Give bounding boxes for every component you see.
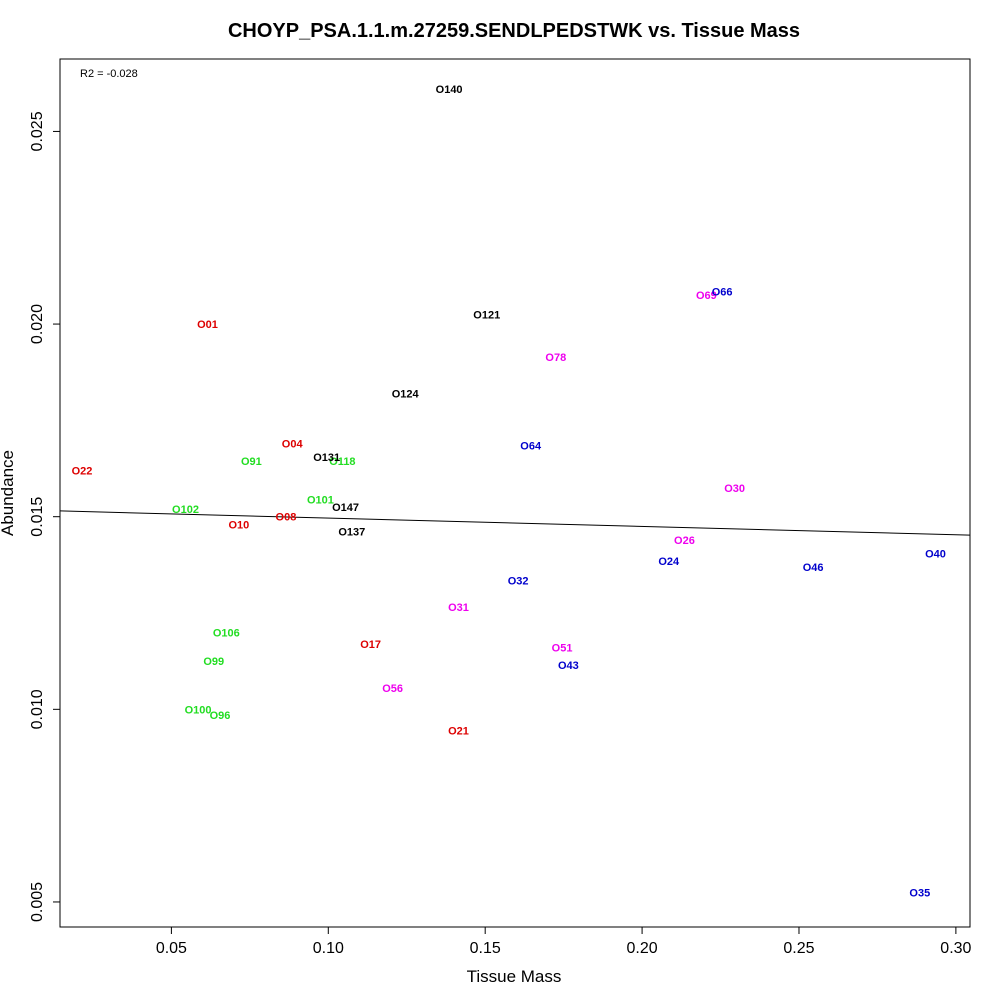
x-tick-label: 0.30 [940, 940, 971, 957]
point-label: O124 [392, 388, 420, 400]
y-tick-label: 0.025 [29, 111, 46, 151]
point-label: O121 [473, 309, 500, 321]
point-label: O56 [382, 683, 403, 695]
point-label: O10 [228, 519, 249, 531]
regression-line [59, 510, 971, 536]
point-label: O51 [552, 643, 573, 655]
point-label: O118 [329, 456, 355, 468]
point-label: O140 [436, 84, 463, 96]
point-label: O30 [724, 483, 745, 495]
point-label: O69 [696, 290, 717, 302]
point-label: O04 [282, 438, 304, 450]
point-label: O64 [520, 440, 542, 452]
point-label: O100 [185, 704, 212, 716]
point-label: O131 [313, 452, 340, 464]
x-tick-label: 0.25 [783, 940, 814, 957]
point-label: O66 [712, 286, 733, 298]
point-label: O01 [197, 319, 218, 331]
point-label: O31 [448, 602, 469, 614]
point-label: O08 [276, 512, 297, 524]
point-label: O24 [658, 556, 680, 568]
point-label: O102 [172, 504, 199, 516]
point-label: O106 [213, 627, 240, 639]
point-label: O26 [674, 535, 695, 547]
y-tick-label: 0.020 [29, 304, 46, 344]
x-tick-label: 0.05 [156, 940, 187, 957]
y-axis-label: Abundance [0, 450, 17, 536]
point-label: O147 [332, 502, 359, 514]
point-label: O32 [508, 575, 529, 587]
point-label: O99 [203, 656, 224, 668]
point-label: O40 [925, 548, 946, 560]
point-label: O35 [909, 887, 930, 899]
point-label: O17 [360, 639, 381, 651]
y-tick-label: 0.015 [29, 497, 46, 537]
point-label: O101 [307, 494, 334, 506]
point-label: O21 [448, 726, 469, 738]
r2-annotation: R2 = -0.028 [80, 68, 138, 80]
point-label: O137 [338, 526, 365, 538]
x-axis-label: Tissue Mass [467, 967, 562, 986]
point-label: O43 [558, 660, 579, 672]
x-tick-label: 0.15 [470, 940, 501, 957]
y-tick-label: 0.005 [29, 882, 46, 922]
x-tick-label: 0.20 [627, 940, 658, 957]
x-tick-label: 0.10 [313, 940, 344, 957]
y-tick-label: 0.010 [29, 689, 46, 729]
point-label: O78 [545, 352, 566, 364]
plot-frame [59, 58, 971, 928]
y-axis: 0.005 0.010 0.015 0.020 0.025 [29, 111, 60, 922]
point-label: O96 [210, 710, 231, 722]
data-points: O01 O22 O04 O10 O08 O17 O21 O91 O118 O102 O101 O106… [72, 84, 946, 899]
point-label: O46 [803, 562, 824, 574]
point-label: O91 [241, 456, 262, 468]
point-label: O22 [72, 465, 93, 477]
chart-title: CHOYP_PSA.1.1.m.27259.SENDLPEDSTWK vs. T… [228, 20, 800, 42]
x-axis: 0.05 0.10 0.15 0.20 0.25 0.30 [156, 927, 972, 957]
